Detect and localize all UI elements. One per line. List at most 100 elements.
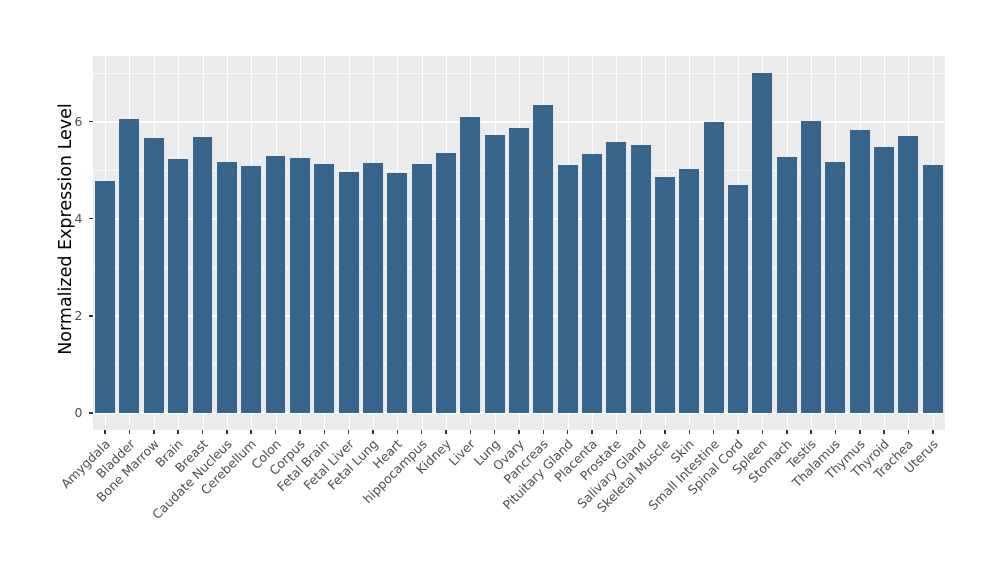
category-slot	[409, 56, 433, 430]
x-axis-tick	[591, 430, 593, 434]
x-axis-tick	[274, 430, 277, 434]
x-axis-tick	[761, 430, 764, 434]
bar-spinal-cord	[728, 184, 749, 413]
x-axis-tick	[347, 430, 350, 434]
category-slot	[872, 56, 896, 430]
y-axis-tick	[88, 217, 93, 220]
category-slot	[629, 56, 653, 430]
x-axis-tick	[104, 430, 106, 434]
y-tick-label: 6	[74, 113, 83, 129]
bar-fetal-liver	[338, 171, 359, 413]
x-axis-tick	[542, 430, 545, 434]
bar-fetal-lung	[362, 163, 383, 413]
category-slot	[799, 56, 823, 430]
category-slot	[142, 56, 166, 430]
x-axis-tick	[786, 430, 788, 434]
category-slot	[166, 56, 190, 430]
bar-pituitary-gland	[557, 164, 578, 413]
plot-panel	[93, 56, 945, 430]
category-slot	[190, 56, 214, 430]
x-axis-tick	[664, 430, 666, 434]
bar-trachea	[898, 136, 919, 413]
bar-kidney	[435, 153, 456, 413]
y-tick-label: 4	[74, 210, 83, 226]
bar-breast	[192, 136, 213, 413]
x-axis-tick	[737, 430, 739, 434]
bar-corpus	[289, 158, 310, 413]
category-slot	[604, 56, 628, 430]
category-slot	[385, 56, 409, 430]
bar-prostate	[606, 141, 627, 413]
x-tick-label: Liver	[445, 436, 479, 469]
category-slot	[336, 56, 360, 430]
x-axis-tick	[639, 430, 642, 434]
y-axis-tick	[88, 120, 93, 123]
x-axis-tick	[469, 430, 472, 434]
y-tick-label: 0	[74, 405, 83, 420]
bar-thyroid	[874, 146, 895, 413]
x-axis-tick	[907, 430, 910, 434]
x-axis-tick	[566, 430, 569, 434]
category-slot	[531, 56, 555, 430]
bar-amygdala	[95, 180, 116, 413]
bar-fetal-brain	[314, 163, 335, 413]
x-axis-tick	[493, 430, 496, 434]
category-slot	[653, 56, 677, 430]
bar-liver	[460, 116, 481, 413]
bar-skeletal-muscle	[655, 177, 675, 413]
category-slot	[263, 56, 287, 430]
bar-spleen	[752, 73, 773, 413]
bar-testis	[801, 120, 822, 413]
x-axis-tick	[177, 430, 179, 434]
bar-thymus	[849, 130, 870, 413]
x-axis-tick	[323, 430, 325, 434]
x-axis-tick	[932, 430, 934, 434]
x-axis-tick	[688, 430, 691, 434]
x-axis-tick	[396, 430, 399, 434]
category-slot	[896, 56, 920, 430]
category-slot	[848, 56, 872, 430]
category-slot	[288, 56, 312, 430]
x-axis-tick	[128, 430, 131, 434]
x-axis-tick	[250, 430, 252, 434]
category-slot	[239, 56, 263, 430]
bar-heart	[387, 172, 408, 413]
x-axis-tick	[420, 430, 423, 434]
x-axis-tick	[299, 430, 301, 434]
y-axis-tick	[88, 412, 93, 414]
bar-caudate-nucleus	[216, 161, 237, 413]
category-slot	[458, 56, 482, 430]
bar-brain	[168, 159, 189, 413]
category-slot	[93, 56, 117, 430]
y-axis-tick	[88, 315, 93, 317]
category-slot	[215, 56, 239, 430]
x-axis-tick	[201, 430, 204, 434]
category-slot	[117, 56, 141, 430]
category-slot	[482, 56, 506, 430]
bar-bladder	[119, 118, 140, 413]
bar-hippocampus	[411, 163, 432, 413]
bar-bone-marrow	[143, 138, 164, 413]
bar-uterus	[922, 165, 943, 413]
category-slot	[556, 56, 580, 430]
x-axis-tick	[810, 430, 812, 434]
bar-small-intestine	[703, 122, 724, 413]
bar-placenta	[582, 154, 602, 413]
category-slot	[775, 56, 799, 430]
category-slot	[702, 56, 726, 430]
category-slot	[434, 56, 458, 430]
category-slot	[312, 56, 336, 430]
x-axis-tick	[859, 430, 861, 434]
bar-skin	[679, 168, 700, 413]
bar-ovary	[509, 128, 529, 413]
bar-pancreas	[533, 104, 554, 413]
category-slot	[507, 56, 531, 430]
category-slot	[823, 56, 847, 430]
bar-lung	[484, 134, 505, 413]
category-slot	[580, 56, 604, 430]
x-axis-tick	[883, 430, 885, 434]
x-axis-tick	[834, 430, 837, 434]
category-slot	[361, 56, 385, 430]
category-slot	[677, 56, 701, 430]
